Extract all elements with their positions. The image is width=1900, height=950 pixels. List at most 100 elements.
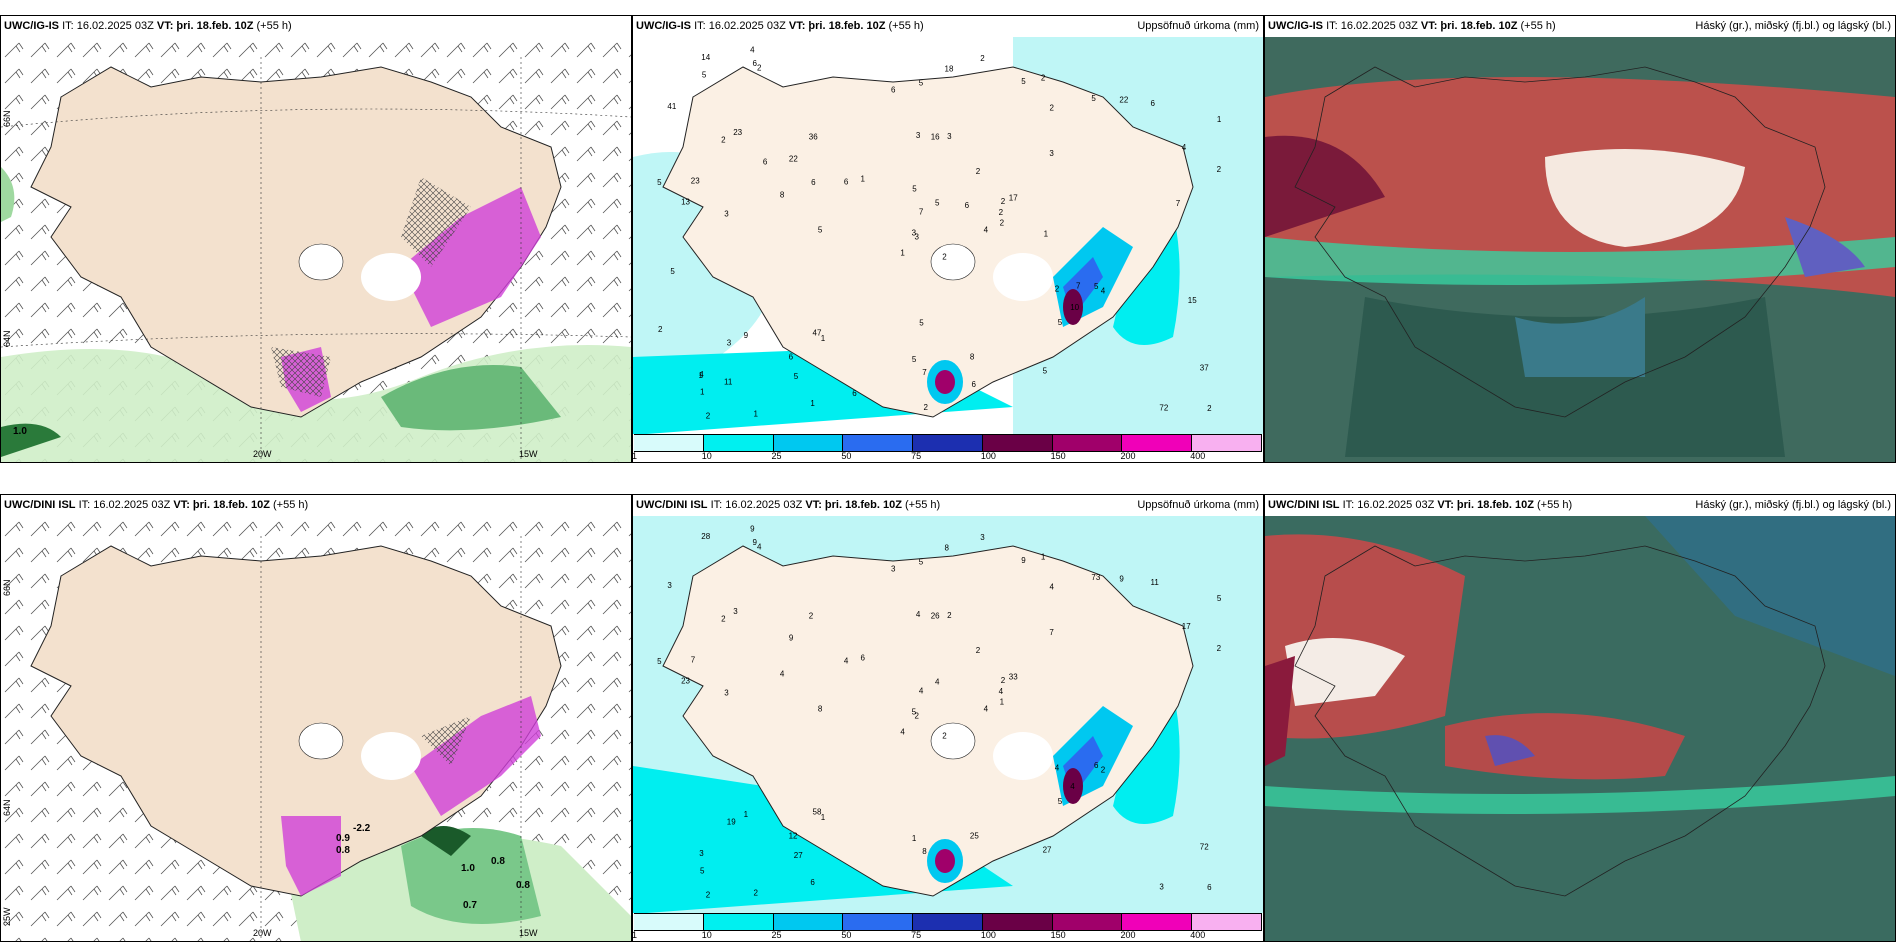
- iceland-outline: [1294, 66, 1826, 418]
- precip-value-label: 47: [813, 329, 822, 338]
- valid-time: þri. 18.feb. 10Z: [176, 20, 254, 32]
- precip-value-label: 4: [780, 670, 785, 679]
- precip-value-label: 5: [919, 78, 924, 87]
- precip-value-label: 33: [1009, 673, 1018, 682]
- legend-colorbar: [634, 913, 1263, 931]
- precip-value-label: 1: [744, 810, 749, 819]
- precip-value-label: 41: [667, 102, 676, 111]
- precip-value-label: 2: [1101, 766, 1106, 775]
- precip-value-label: 6: [891, 85, 896, 94]
- precip-value-label: 16: [931, 132, 940, 141]
- legend-swatch: [634, 914, 704, 930]
- precip-value-label: 5: [919, 557, 924, 566]
- wind-map: 1.0 20W 15W 66N 64N: [1, 37, 631, 462]
- precip-value-label: 13: [681, 198, 690, 207]
- temp-label: 1.0: [461, 863, 475, 874]
- panel-header: UWC/DINI ISL IT: 16.02.2025 03Z VT: þri.…: [1265, 495, 1895, 516]
- lat-label-66n: 66N: [2, 579, 12, 596]
- precip-value-label: 2: [942, 253, 947, 262]
- precip-value-label: 4: [919, 687, 924, 696]
- precip-value-label: 7: [691, 656, 696, 665]
- precip-value-label: 73: [1091, 573, 1100, 582]
- lead-time: (+55 h): [256, 20, 292, 32]
- precip-value-label: 4: [1055, 763, 1060, 772]
- valid-time: þri. 18.feb. 10Z: [824, 499, 902, 511]
- model-name: UWC/IG-IS: [4, 20, 59, 32]
- valid-time: þri. 18.feb. 10Z: [1440, 20, 1518, 32]
- precip-value-label: 5: [912, 355, 917, 364]
- lead-time: (+55 h): [1520, 20, 1556, 32]
- legend-tick-label: 200: [1120, 451, 1136, 461]
- legend-tick-label: 100: [980, 451, 996, 461]
- precip-value-label: 2: [976, 167, 981, 176]
- legend-tick-label: 75: [911, 451, 922, 461]
- init-time: IT: 16.02.2025 03Z: [710, 499, 803, 511]
- legend-tick-label: 75: [911, 930, 922, 940]
- precip-value-label: 9: [789, 634, 794, 643]
- precip-value-label: 2: [1217, 165, 1222, 174]
- precip-value-label: 1: [699, 371, 704, 380]
- temp-label: 1.0: [13, 426, 27, 437]
- precip-value-label: 3: [916, 131, 921, 140]
- legend-tick-label: 10: [701, 930, 712, 940]
- precip-value-label: 3: [724, 688, 729, 697]
- precip-value-label: 26: [931, 611, 940, 620]
- lon-label-20w: 20W: [253, 449, 272, 459]
- precip-value-label: 5: [700, 867, 705, 876]
- legend-tick-label: 150: [1050, 451, 1066, 461]
- precip-value-label: 23: [681, 677, 690, 686]
- panel-title: Háský (gr.), miðský (fj.bl.) og lágský (…: [1695, 499, 1891, 511]
- legend-tick-label: 25: [771, 930, 782, 940]
- precip-value-label: 1: [1041, 552, 1046, 561]
- precip-value-label: 72: [1159, 403, 1168, 412]
- precip-value-label: 1: [912, 834, 917, 843]
- init-time: IT: 16.02.2025 03Z: [1342, 499, 1435, 511]
- legend-swatch: [1052, 914, 1123, 930]
- cloud-map: [1265, 516, 1895, 941]
- precip-value-label: 3: [891, 564, 896, 573]
- precip-value-label: 6: [1151, 99, 1156, 108]
- precip-value-label: 4: [1101, 287, 1106, 296]
- precip-value-label: 12: [789, 831, 798, 840]
- panel-clouds-top: UWC/IG-IS IT: 16.02.2025 03Z VT: þri. 18…: [1264, 15, 1896, 463]
- legend-swatch: [703, 914, 774, 930]
- valid-label: VT:: [1420, 20, 1438, 32]
- temp-label: -2.2: [353, 823, 371, 834]
- panel-wind-temp-top: UWC/IG-IS IT: 16.02.2025 03Z VT: þri. 18…: [0, 15, 632, 463]
- precip-value-label: 5: [818, 226, 823, 235]
- precip-value-label: 22: [1119, 96, 1128, 105]
- lon-label-15w: 15W: [519, 928, 538, 938]
- lat-label-64n: 64N: [2, 799, 12, 816]
- precip-value-label: 1: [1000, 698, 1005, 707]
- precip-value-label: 4: [844, 656, 849, 665]
- precip-value-label: 8: [970, 352, 975, 361]
- init-time: IT: 16.02.2025 03Z: [1326, 20, 1418, 32]
- precip-value-label: 6: [811, 178, 816, 187]
- precip-value-label: 15: [1188, 296, 1197, 305]
- precip-value-label: 5: [919, 318, 924, 327]
- precip-value-label: 2: [1217, 644, 1222, 653]
- valid-label: VT:: [173, 499, 190, 511]
- legend-swatch: [843, 914, 914, 930]
- iceland-landmass: [662, 545, 1194, 897]
- panel-title: Uppsöfnuð úrkoma (mm): [1137, 499, 1259, 511]
- precip-value-label: 3: [724, 209, 729, 218]
- precip-value-label: 2: [915, 711, 920, 720]
- legend-swatch: [1192, 435, 1263, 451]
- precip-value-label: 1: [821, 813, 826, 822]
- precip-value-label: 4: [984, 704, 989, 713]
- precip-value-label: 2: [942, 732, 947, 741]
- temp-label: 0.8: [516, 880, 530, 891]
- precip-value-label: 4: [699, 370, 704, 379]
- precip-value-label: 5: [1043, 367, 1048, 376]
- legend-tick-label: 25: [771, 451, 782, 461]
- precip-value-label: 4: [984, 225, 989, 234]
- precip-value-label: 9: [750, 524, 755, 533]
- precip-value-label: 2: [1001, 197, 1006, 206]
- precip-value-label: 5: [1021, 77, 1026, 86]
- legend-ticks: 1 10 25 50 75 100 150 200 400: [633, 451, 1263, 462]
- model-name: UWC/DINI ISL: [1268, 499, 1340, 511]
- lead-time: (+55 h): [273, 499, 309, 511]
- precip-value-label: 2: [1000, 219, 1005, 228]
- precip-value-label: 9: [1119, 575, 1124, 584]
